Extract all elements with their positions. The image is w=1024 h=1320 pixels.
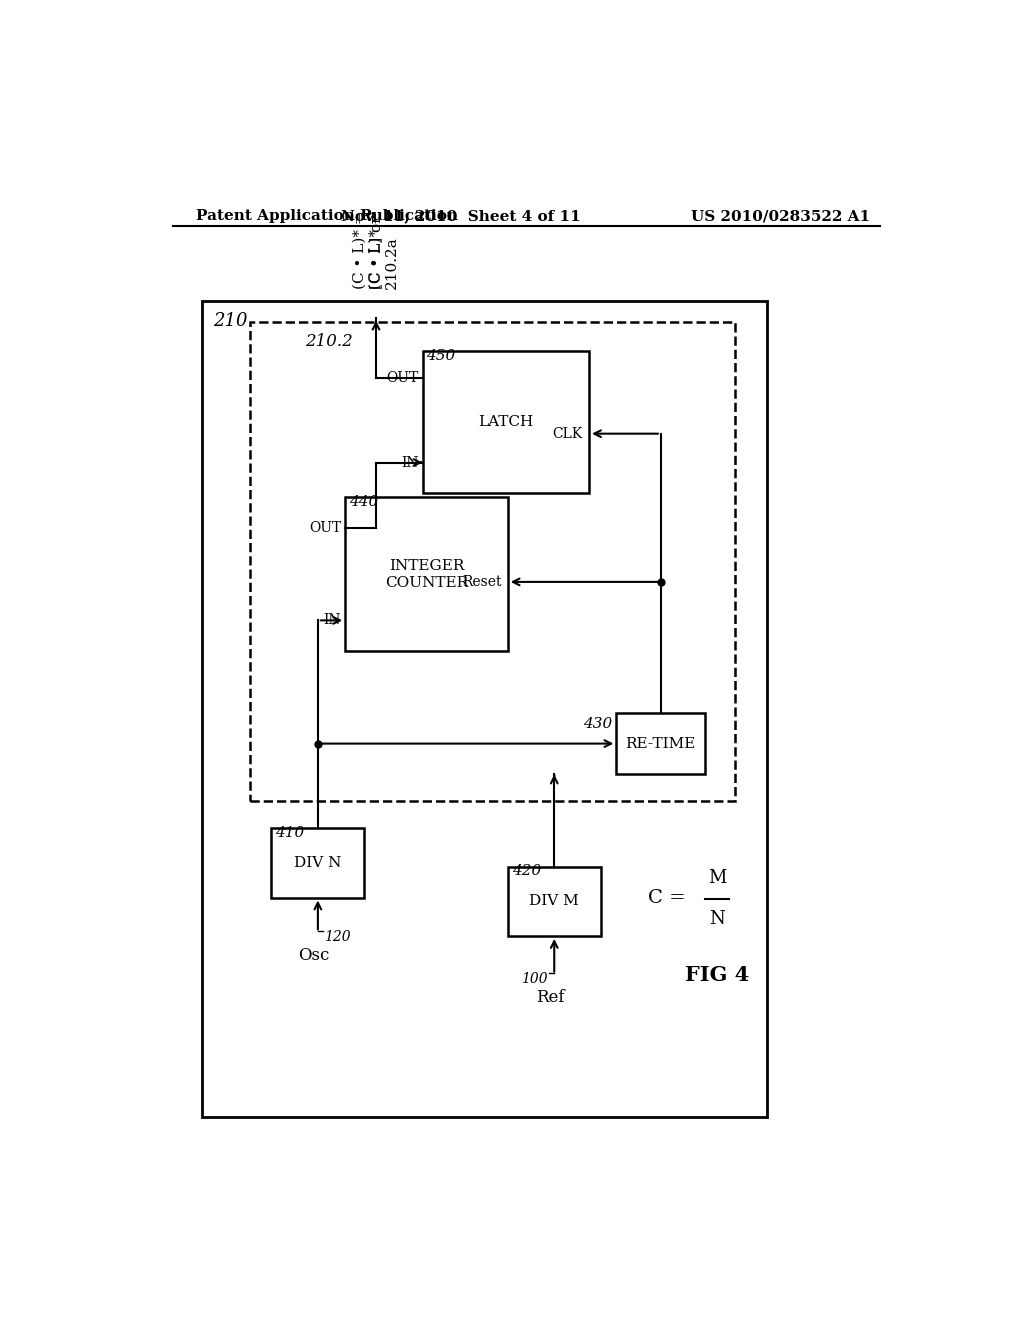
Text: IN: IN <box>401 455 419 470</box>
Text: Osc: Osc <box>298 946 330 964</box>
Text: COUNTER: COUNTER <box>385 577 468 590</box>
Text: LATCH: LATCH <box>478 414 534 429</box>
Bar <box>423 351 589 494</box>
Bar <box>202 301 767 1117</box>
Text: N: N <box>710 909 725 928</box>
Text: DIV N: DIV N <box>294 855 342 870</box>
Text: 120: 120 <box>324 929 350 944</box>
Text: Patent Application Publication: Patent Application Publication <box>197 209 458 223</box>
Text: FIG 4: FIG 4 <box>685 965 750 985</box>
Text: 210.2: 210.2 <box>305 333 352 350</box>
Text: 440: 440 <box>349 495 378 510</box>
Text: DIV M: DIV M <box>529 895 580 908</box>
Bar <box>616 713 706 775</box>
Text: RE-TIME: RE-TIME <box>626 737 696 751</box>
Text: Ref: Ref <box>537 989 564 1006</box>
Bar <box>271 829 365 898</box>
Text: C =: C = <box>648 888 686 907</box>
Text: M: M <box>708 869 726 887</box>
Text: CLK: CLK <box>553 426 583 441</box>
Text: OUT: OUT <box>309 521 341 535</box>
Text: 210: 210 <box>213 313 248 330</box>
Text: Nov. 11, 2010  Sheet 4 of 11: Nov. 11, 2010 Sheet 4 of 11 <box>341 209 582 223</box>
Text: OUT: OUT <box>386 371 419 385</box>
Bar <box>251 322 735 801</box>
Text: INTEGER: INTEGER <box>389 560 464 573</box>
Text: 430: 430 <box>583 717 612 731</box>
Text: (C • L)* =: (C • L)* = <box>369 211 383 289</box>
Text: (C • L)* =
[C • L] or
210.2a: (C • L)* = [C • L] or 210.2a <box>353 211 399 289</box>
Bar <box>508 867 601 936</box>
Text: 420: 420 <box>512 865 541 879</box>
Text: 450: 450 <box>426 348 456 363</box>
Text: 410: 410 <box>275 826 304 840</box>
Text: US 2010/0283522 A1: US 2010/0283522 A1 <box>691 209 870 223</box>
Bar <box>345 498 508 651</box>
Text: Reset: Reset <box>462 576 502 589</box>
Text: 100: 100 <box>521 973 548 986</box>
Text: IN: IN <box>324 614 341 627</box>
